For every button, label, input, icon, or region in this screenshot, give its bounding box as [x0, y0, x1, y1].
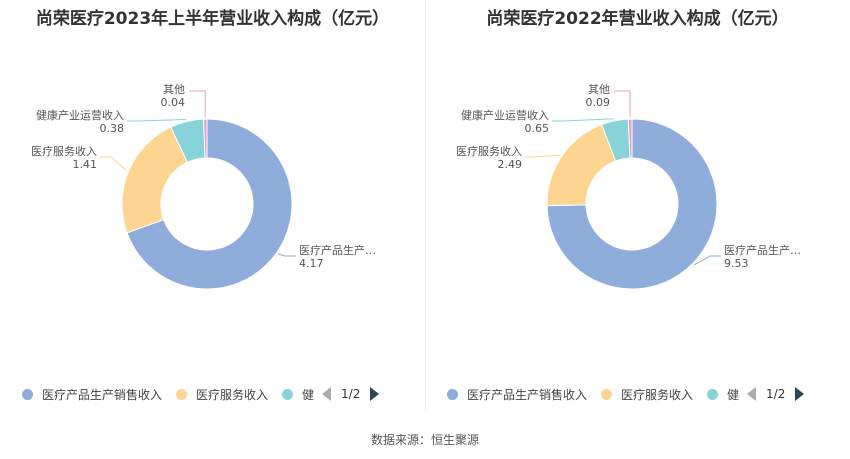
chart-legend: 医疗产品生产销售收入 医疗服务收入 健 1/2 [447, 384, 805, 404]
legend-item-health[interactable]: 健 [707, 386, 739, 403]
slice-value-label: 4.17 [299, 257, 324, 270]
legend-item-product[interactable]: 医疗产品生产销售收入 [447, 386, 587, 403]
slice-other [202, 118, 208, 159]
label-leader-line [693, 255, 721, 266]
chart-panel-2022: 尚荣医疗2022年营业收入构成（亿元） 医疗产品生产… 9.53 医疗服务收入 2.4… [425, 0, 850, 420]
legend-page-indicator: 1/2 [341, 387, 361, 401]
label-leader-line [525, 154, 560, 158]
chart-title: 尚荣医疗2023年上半年营业收入构成（亿元） [35, 9, 390, 29]
data-source-note: 数据来源：恒生聚源 [370, 433, 479, 447]
label-leader-line [552, 118, 615, 122]
label-leader-line [614, 90, 631, 118]
slice-medical-service [121, 126, 189, 234]
legend-marker [22, 388, 33, 400]
legend-prev-page-icon[interactable] [747, 387, 757, 401]
slice-value-label: 2.49 [498, 158, 523, 171]
slice-value-label: 1.41 [73, 158, 98, 171]
legend-label: 医疗服务收入 [196, 387, 269, 402]
chart-legend: 医疗产品生产销售收入 医疗服务收入 健 1/2 [22, 384, 380, 404]
label-leader-line [127, 119, 187, 122]
legend-marker [447, 388, 458, 400]
legend-next-page-icon[interactable] [370, 387, 380, 401]
slice-value-label: 0.38 [100, 122, 125, 135]
panel-divider [425, 0, 426, 410]
slice-product-sales [546, 118, 718, 290]
chart-panel-2023h1: 尚荣医疗2023年上半年营业收入构成（亿元） 医疗产品生产… 4.17 医疗服务收入… [0, 0, 425, 420]
slice-other [627, 118, 633, 159]
slice-product-sales [126, 118, 293, 290]
chart-title: 尚荣医疗2022年营业收入构成（亿元） [486, 9, 789, 29]
legend-label: 健 [727, 387, 740, 402]
slice-category-label: 医疗产品生产… [724, 243, 801, 257]
slice-value-label: 0.65 [525, 122, 550, 135]
legend-item-product[interactable]: 医疗产品生产销售收入 [22, 386, 162, 403]
legend-next-page-icon[interactable] [795, 387, 805, 401]
legend-pager: 1/2 [322, 387, 380, 401]
slice-category-label: 医疗产品生产… [299, 243, 376, 257]
legend-page-indicator: 1/2 [766, 387, 786, 401]
slice-category-label: 其他 [588, 83, 610, 96]
slice-category-label: 医疗服务收入 [456, 144, 522, 158]
legend-marker [601, 388, 613, 400]
legend-marker [282, 388, 294, 400]
legend-prev-page-icon[interactable] [322, 387, 332, 401]
slice-category-label: 健康产业运营收入 [36, 108, 124, 122]
legend-item-health[interactable]: 健 [282, 386, 314, 403]
legend-pager: 1/2 [747, 387, 805, 401]
slice-category-label: 医疗服务收入 [31, 144, 97, 158]
legend-marker [176, 388, 188, 400]
slice-category-label: 健康产业运营收入 [461, 108, 549, 122]
legend-marker [707, 388, 719, 400]
legend-label: 医疗产品生产销售收入 [467, 387, 588, 402]
legend-label: 医疗服务收入 [621, 387, 694, 402]
legend-item-service[interactable]: 医疗服务收入 [176, 386, 268, 403]
legend-label: 健 [302, 387, 315, 402]
slice-category-label: 其他 [163, 83, 185, 96]
slice-value-label: 0.04 [161, 96, 186, 109]
slice-medical-service [546, 123, 617, 207]
legend-label: 医疗产品生产销售收入 [42, 387, 163, 402]
slice-value-label: 0.09 [586, 96, 611, 109]
label-leader-line [189, 90, 206, 118]
legend-item-service[interactable]: 医疗服务收入 [601, 386, 693, 403]
label-leader-line [278, 253, 296, 257]
slice-value-label: 9.53 [724, 257, 749, 270]
label-leader-line [100, 156, 127, 172]
